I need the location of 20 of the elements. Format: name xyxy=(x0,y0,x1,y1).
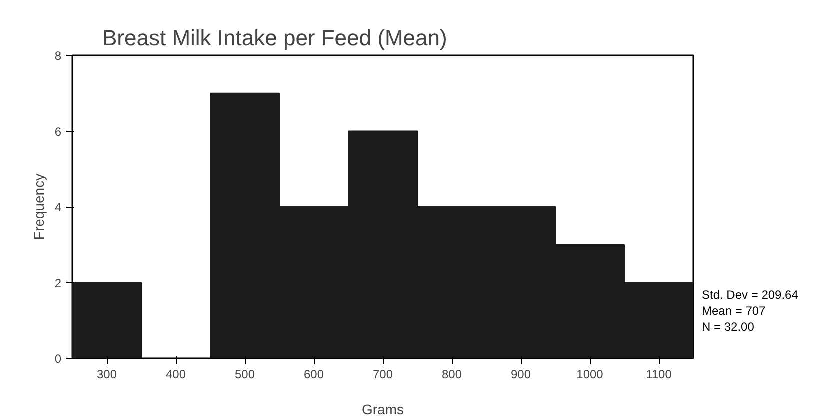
x-tick-label: 1100 xyxy=(646,368,672,382)
text: Std. Dev = 209.64 xyxy=(702,287,798,303)
x-tick-label: 900 xyxy=(510,368,532,382)
x-axis-title: Grams xyxy=(362,402,404,418)
chart-title: Breast Milk Intake per Feed (Mean) xyxy=(102,26,448,50)
text: Mean = 707 xyxy=(702,303,767,319)
x-tick-label: 800 xyxy=(442,368,462,382)
text: N = 32.00 xyxy=(702,319,756,335)
y-tick-label: 6 xyxy=(54,124,62,139)
y-tick-label: 8 xyxy=(54,49,62,63)
x-tick-label: 700 xyxy=(372,368,394,382)
y-tick-label: 0 xyxy=(54,352,62,366)
x-tick-label: 300 xyxy=(96,368,118,382)
x-tick-label: 500 xyxy=(234,368,256,382)
x-tick-label: 400 xyxy=(166,368,186,382)
y-tick-label: 2 xyxy=(54,276,62,290)
x-tick-label: 600 xyxy=(304,368,324,382)
y-tick-label: 4 xyxy=(54,200,62,214)
x-tick-label: 1000 xyxy=(576,368,604,382)
y-axis-title: Frequency xyxy=(30,174,47,240)
